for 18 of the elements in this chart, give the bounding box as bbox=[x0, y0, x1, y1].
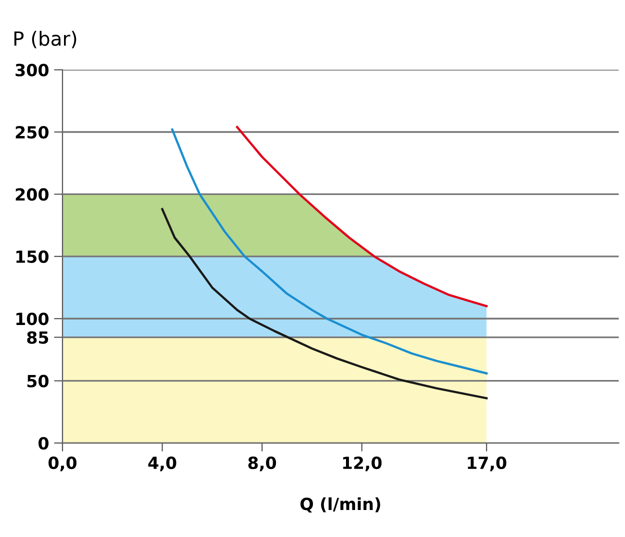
y-axis-title: P (bar) bbox=[14, 30, 76, 48]
line-series bbox=[171, 128, 488, 374]
y-tick-label: 300 bbox=[16, 64, 49, 76]
x-tick-label: 0,0 bbox=[48, 456, 76, 472]
line-series bbox=[236, 126, 488, 308]
x-tick-label: 12,0 bbox=[343, 456, 382, 472]
x-axis-title: Q (l/min) bbox=[300, 497, 380, 512]
line-series bbox=[161, 208, 488, 400]
y-tick-label: 250 bbox=[16, 126, 49, 139]
y-tick-label: 150 bbox=[16, 250, 49, 263]
y-tick-label: 50 bbox=[27, 374, 49, 388]
y-tick-label: 85 bbox=[27, 331, 48, 344]
y-tick-label: 0 bbox=[38, 436, 49, 450]
x-tick-label: 17,0 bbox=[468, 456, 506, 472]
y-tick-label: 100 bbox=[16, 312, 49, 326]
x-tick-label: 4,0 bbox=[148, 456, 176, 472]
y-tick-label: 200 bbox=[16, 188, 49, 201]
x-tick-label: 8,0 bbox=[248, 456, 276, 472]
